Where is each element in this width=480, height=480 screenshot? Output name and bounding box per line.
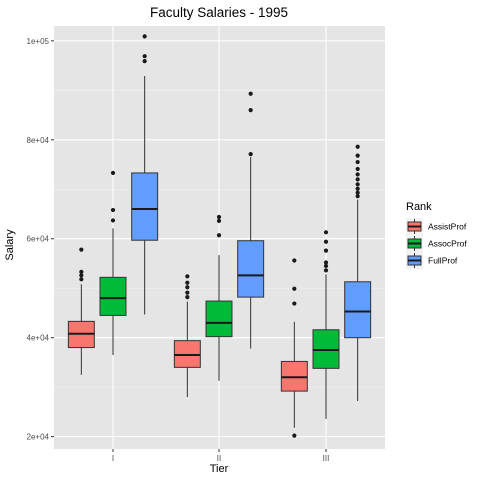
legend-entry-fullprof: FullProf bbox=[406, 252, 458, 269]
outlier-point bbox=[355, 172, 360, 177]
outlier-point bbox=[323, 260, 329, 265]
outlier-point bbox=[79, 277, 84, 282]
outlier-point bbox=[185, 280, 190, 285]
y-tick-label: 6e+04 bbox=[27, 235, 50, 244]
legend-label: AssistProf bbox=[428, 222, 467, 232]
outlier-point bbox=[292, 433, 297, 438]
outlier-point bbox=[323, 268, 329, 273]
plot-panel bbox=[54, 26, 385, 449]
outlier-point bbox=[142, 54, 147, 59]
outlier-point bbox=[355, 177, 360, 182]
outlier-point bbox=[292, 286, 297, 291]
outlier-point bbox=[248, 108, 253, 113]
outlier-point bbox=[216, 214, 222, 220]
box-body bbox=[131, 172, 159, 241]
legend-entry-assistprof: AssistProf bbox=[406, 218, 467, 235]
outlier-point bbox=[79, 273, 84, 278]
outlier-point bbox=[355, 166, 360, 172]
box-fullprof-tier-ii bbox=[237, 91, 265, 349]
chart-title: Faculty Salaries - 1995 bbox=[150, 5, 288, 20]
outlier-point bbox=[323, 263, 329, 269]
box-body bbox=[237, 240, 265, 298]
y-tick-label: 8e+04 bbox=[27, 136, 50, 145]
y-tick-label: 2e+04 bbox=[27, 433, 50, 442]
y-tick-label: 1e+05 bbox=[27, 37, 50, 46]
x-axis-title: Tier bbox=[210, 463, 229, 475]
outlier-point bbox=[355, 190, 360, 195]
box-body bbox=[99, 276, 127, 316]
x-tick-label: I bbox=[112, 454, 114, 463]
outlier-point bbox=[292, 301, 297, 306]
outlier-point bbox=[323, 230, 329, 235]
box-assistprof-tier-ii bbox=[173, 274, 201, 398]
outlier-point bbox=[110, 170, 116, 176]
box-fullprof-tier-iii bbox=[344, 144, 372, 402]
outlier-point bbox=[355, 159, 360, 165]
outlier-point bbox=[355, 186, 360, 191]
outlier-point bbox=[185, 274, 190, 279]
outlier-point bbox=[292, 258, 297, 263]
outlier-point bbox=[79, 247, 84, 252]
outlier-point bbox=[323, 239, 329, 244]
outlier-point bbox=[185, 295, 190, 300]
outlier-point bbox=[110, 218, 116, 223]
y-tick-label: 4e+04 bbox=[27, 334, 50, 343]
box-body bbox=[205, 300, 233, 338]
outlier-point bbox=[355, 182, 360, 187]
box-assocprof-tier-i bbox=[99, 170, 127, 355]
outlier-point bbox=[248, 152, 253, 157]
box-assistprof-tier-i bbox=[67, 247, 95, 375]
outlier-point bbox=[323, 248, 329, 253]
box-assocprof-tier-ii bbox=[205, 214, 233, 381]
outlier-point bbox=[216, 233, 222, 238]
y-axis-title: Salary bbox=[4, 229, 16, 261]
legend-label: AssocProf bbox=[428, 239, 467, 249]
box-fullprof-tier-i bbox=[131, 34, 159, 315]
outlier-point bbox=[142, 59, 147, 64]
legend: Rank AssistProf AssocProf FullProf bbox=[406, 201, 467, 269]
legend-entry-assocprof: AssocProf bbox=[406, 235, 467, 252]
outlier-point bbox=[110, 207, 116, 213]
legend-title: Rank bbox=[406, 201, 432, 213]
outlier-point bbox=[355, 153, 360, 158]
x-tick-label: III bbox=[323, 454, 330, 463]
outlier-point bbox=[248, 91, 253, 96]
outlier-point bbox=[185, 290, 190, 295]
outlier-point bbox=[142, 34, 147, 39]
box-assistprof-tier-iii bbox=[280, 258, 308, 438]
box-body bbox=[344, 281, 372, 339]
outlier-point bbox=[355, 194, 360, 199]
outlier-point bbox=[185, 285, 190, 290]
x-tick-label: II bbox=[217, 454, 221, 463]
legend-label: FullProf bbox=[428, 256, 458, 266]
outlier-point bbox=[216, 218, 222, 224]
box-assocprof-tier-iii bbox=[312, 230, 340, 419]
outlier-point bbox=[79, 269, 84, 274]
outlier-point bbox=[355, 144, 360, 149]
